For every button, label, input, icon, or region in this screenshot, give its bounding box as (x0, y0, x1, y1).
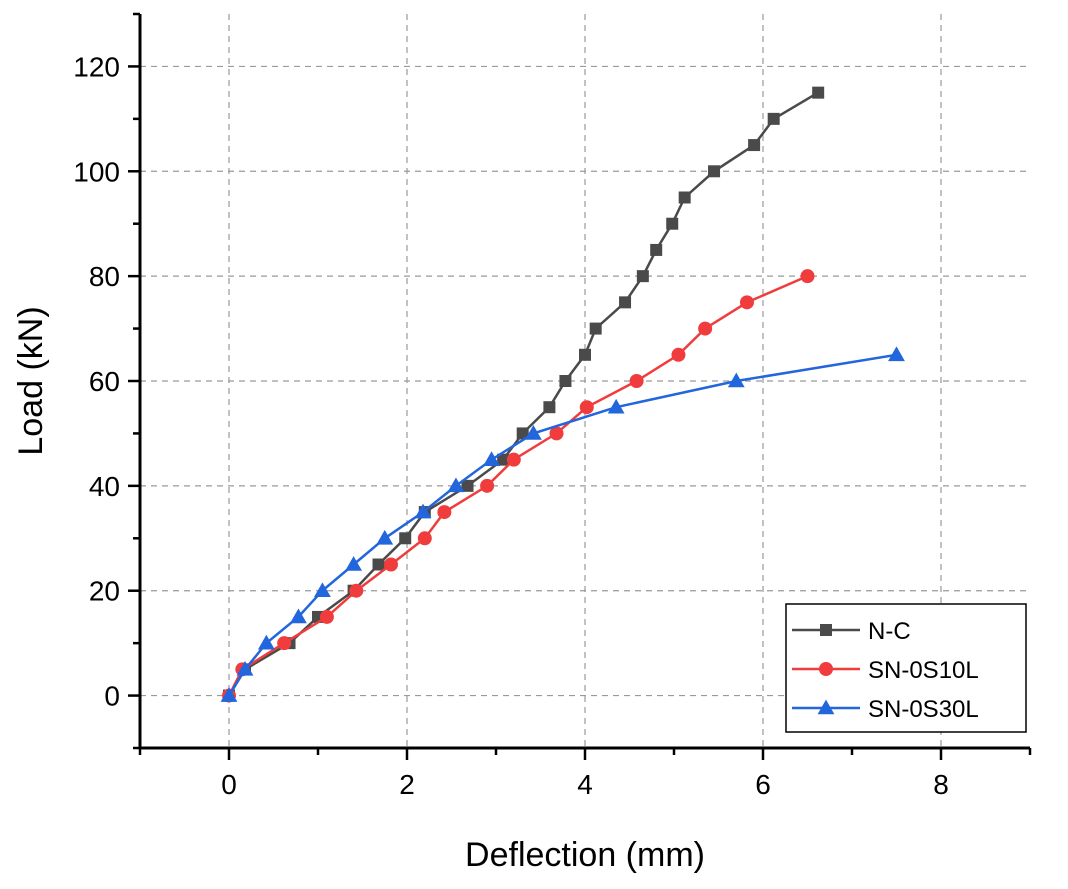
legend-marker (820, 624, 832, 636)
series-line (227, 353, 897, 697)
data-point (516, 427, 529, 440)
data-point (579, 400, 594, 415)
data-point (483, 451, 500, 466)
data-point (579, 348, 591, 361)
legend: N-C SN-0S10L SN-0S30L (785, 603, 1027, 733)
y-axis-title: Load (kN) (12, 306, 50, 455)
legend-marker (819, 662, 833, 676)
data-point (349, 583, 364, 598)
data-point (314, 582, 331, 598)
data-point (559, 375, 572, 387)
data-point (257, 634, 275, 650)
data-point (437, 505, 452, 520)
data-point (543, 401, 556, 414)
data-point (650, 243, 663, 256)
data-point (549, 426, 564, 441)
data-point (812, 86, 825, 99)
data-point (678, 191, 691, 204)
y-tick-label: 100 (73, 156, 120, 187)
data-point (506, 452, 521, 467)
x-tick-label: 2 (399, 769, 415, 800)
data-point (888, 346, 905, 362)
data-point (461, 479, 474, 492)
data-point (727, 372, 745, 388)
data-point (671, 347, 686, 362)
x-tick-label: 8 (933, 769, 949, 800)
y-tick-label: 80 (89, 261, 120, 292)
data-point (290, 608, 307, 624)
y-tick-label: 20 (89, 576, 120, 607)
data-point (739, 295, 754, 310)
data-point (399, 532, 412, 545)
data-point (417, 531, 432, 546)
data-point (607, 398, 625, 414)
series-sn-0s10l (222, 269, 815, 703)
legend-item: SN-0S10L (792, 657, 979, 684)
data-point (480, 478, 495, 493)
data-point (497, 453, 510, 466)
data-point (619, 296, 632, 309)
legend-label: SN-0S30L (868, 696, 979, 723)
data-point (698, 321, 713, 336)
data-point (524, 425, 542, 440)
data-point (767, 112, 780, 125)
data-point (629, 374, 644, 388)
data-point (376, 529, 394, 545)
y-tick-label: 0 (104, 681, 120, 712)
series-n-c (223, 86, 825, 702)
data-point (319, 609, 334, 624)
data-point (277, 636, 292, 651)
series-sn-0s30l (220, 346, 905, 702)
data-point (708, 165, 721, 178)
data-point (414, 503, 432, 519)
data-point (236, 660, 254, 676)
data-point (372, 558, 385, 571)
y-tick-label: 60 (89, 366, 120, 397)
x-tick-label: 6 (755, 769, 771, 800)
y-tick-label: 120 (73, 51, 120, 82)
data-point (748, 139, 761, 152)
series-layer (220, 86, 905, 703)
x-axis-title: Deflection (mm) (465, 836, 705, 874)
data-point (666, 217, 679, 230)
x-tick-label: 0 (221, 769, 237, 800)
grid-layer (140, 14, 1030, 748)
data-point (636, 270, 649, 283)
data-point (383, 557, 398, 572)
legend-item: SN-0S30L (792, 696, 979, 723)
data-point (447, 477, 465, 493)
data-point (345, 556, 362, 571)
legend-label: N-C (868, 618, 911, 645)
legend-marker (817, 699, 835, 715)
legend-item: N-C (792, 618, 911, 645)
data-point (800, 269, 815, 284)
data-point (589, 322, 602, 335)
x-tick-label: 4 (577, 769, 593, 800)
data-point (220, 687, 238, 702)
legend-label: SN-0S10L (868, 657, 979, 684)
series-line (227, 91, 819, 697)
y-tick-label: 40 (89, 471, 120, 502)
